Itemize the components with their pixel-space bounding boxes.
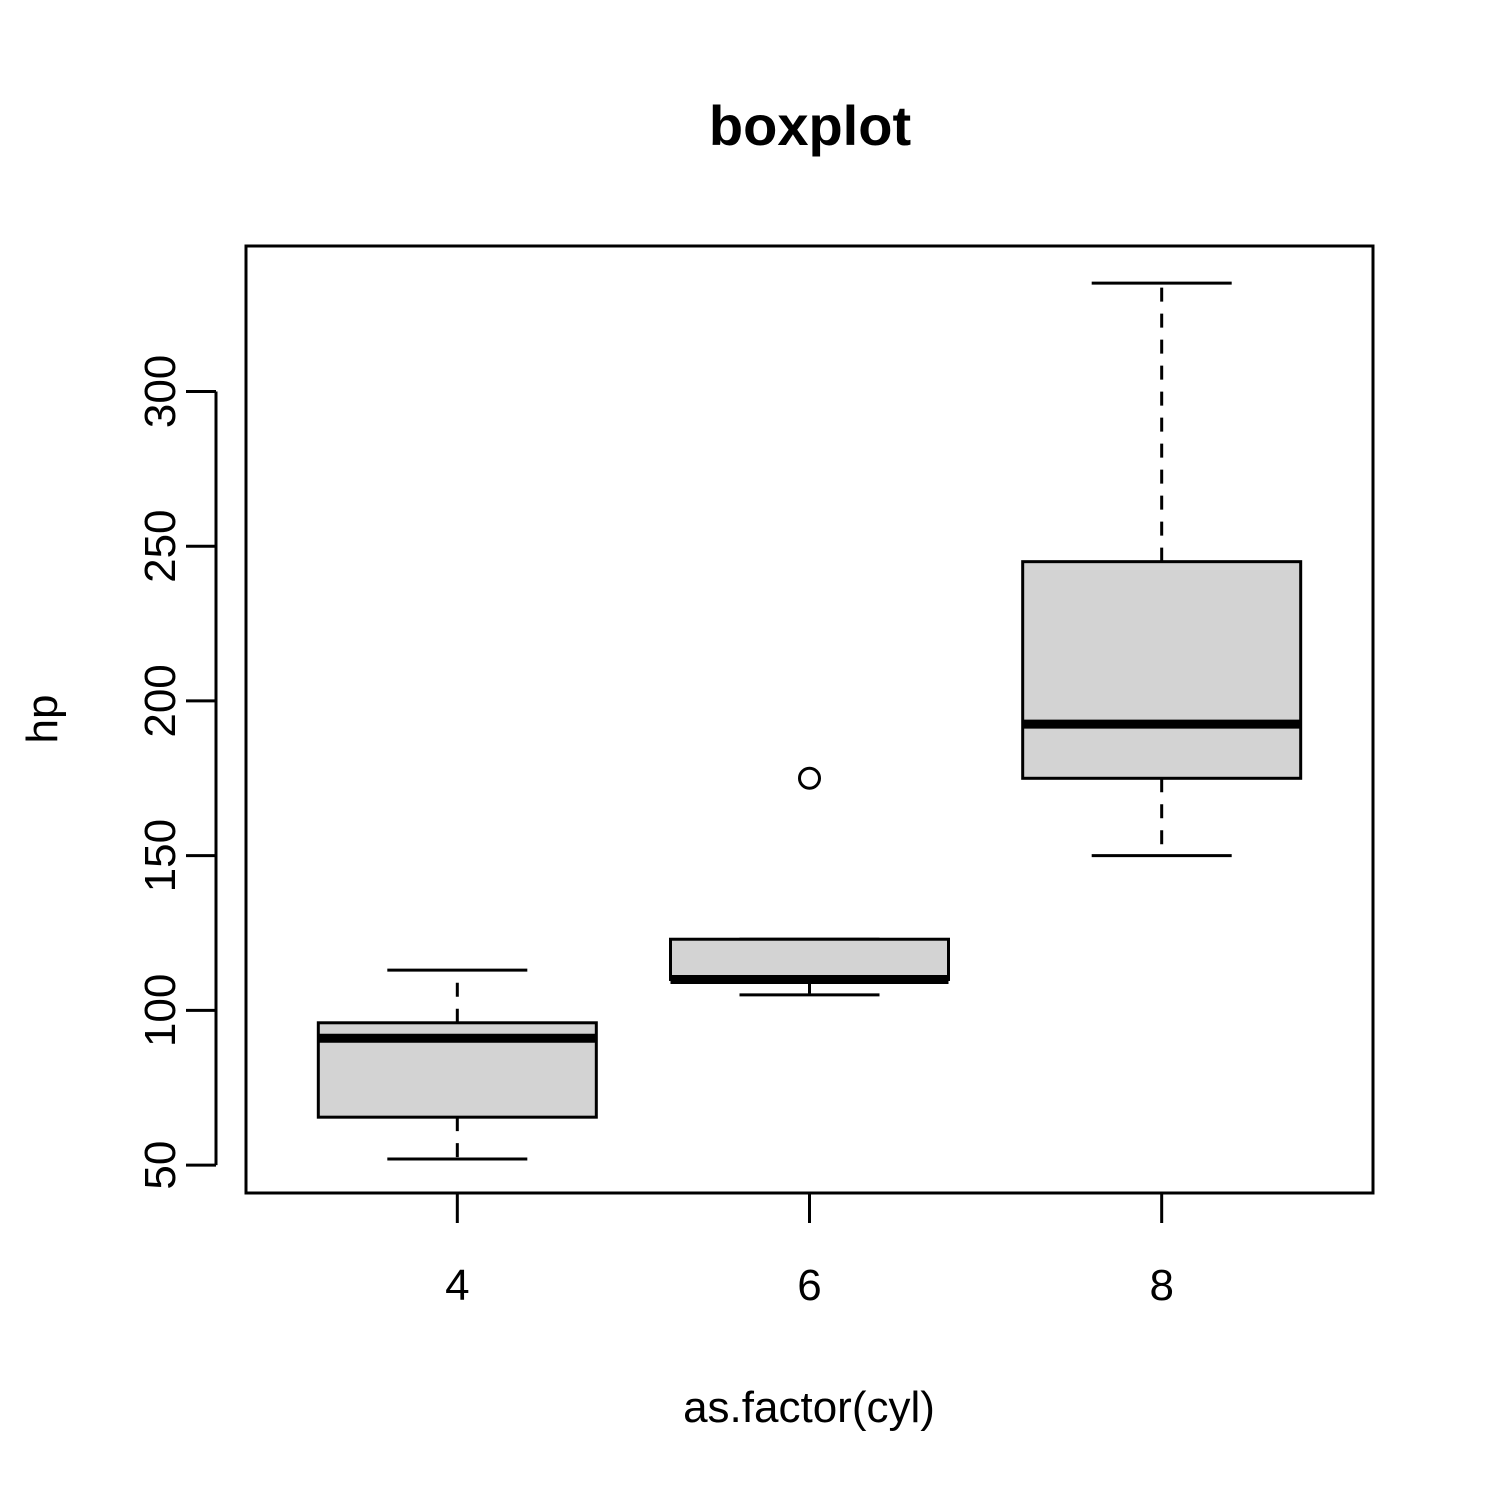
box-group-8 xyxy=(1021,281,1303,858)
y-tick-label: 100 xyxy=(136,974,185,1047)
outlier-point xyxy=(798,766,821,790)
y-tick-label: 300 xyxy=(136,355,185,428)
y-tick-label: 200 xyxy=(136,664,185,737)
x-axis-label: as.factor(cyl) xyxy=(683,1383,935,1432)
plot-area xyxy=(316,281,1303,1161)
x-tick-label: 8 xyxy=(1149,1261,1173,1310)
chart-title: boxplot xyxy=(709,94,911,157)
y-tick-label: 250 xyxy=(136,509,185,582)
y-tick-label: 50 xyxy=(136,1141,185,1190)
x-tick-label: 6 xyxy=(797,1261,821,1310)
y-tick-label: 150 xyxy=(136,819,185,892)
y-axis-label: hp xyxy=(18,695,67,744)
box-group-4 xyxy=(316,968,598,1161)
x-tick-label: 4 xyxy=(445,1261,469,1310)
iqr-box xyxy=(1021,560,1303,780)
iqr-box xyxy=(669,937,950,981)
box-group-6 xyxy=(669,766,950,997)
